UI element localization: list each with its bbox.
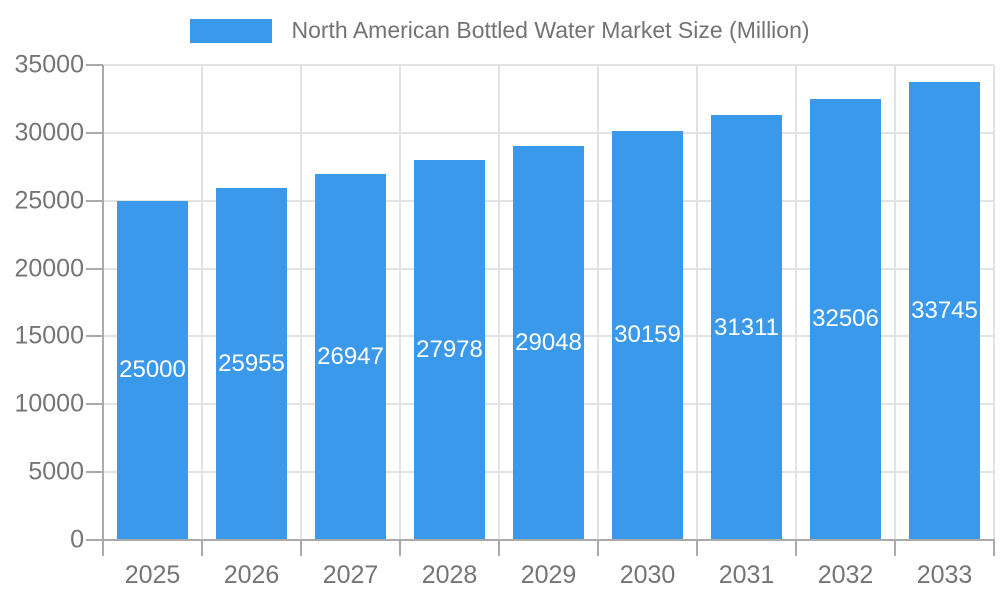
x-gridline [498, 65, 500, 540]
x-tick [201, 540, 203, 556]
x-axis-label: 2026 [223, 561, 280, 589]
y-tick [86, 64, 103, 66]
y-axis-label: 5000 [28, 457, 84, 486]
y-tick [86, 335, 103, 338]
y-axis-line [102, 65, 104, 540]
y-axis-label: 20000 [14, 254, 84, 283]
bar-value-label: 33745 [911, 297, 978, 325]
x-tick [795, 540, 797, 556]
bar[interactable] [216, 187, 287, 540]
bar-value-label: 25000 [119, 356, 186, 384]
x-axis-line [102, 539, 995, 541]
x-tick [498, 540, 500, 556]
bar-value-label: 27978 [416, 336, 483, 364]
y-tick [86, 267, 103, 270]
x-gridline [696, 65, 698, 540]
y-axis-label: 15000 [14, 321, 84, 350]
legend-label: North American Bottled Water Market Size… [291, 17, 810, 43]
x-gridline [399, 65, 401, 540]
x-axis-label: 2031 [718, 561, 775, 589]
y-gridline [103, 64, 994, 66]
bar[interactable] [315, 174, 386, 540]
x-axis-label: 2025 [124, 561, 181, 589]
bar[interactable] [117, 200, 188, 540]
x-gridline [894, 65, 896, 540]
x-gridline [993, 65, 995, 540]
bar-value-label: 30159 [614, 321, 681, 349]
y-axis-label: 25000 [14, 186, 84, 215]
y-axis-label: 30000 [14, 118, 84, 147]
x-axis-label: 2028 [421, 561, 478, 589]
bar[interactable] [810, 98, 881, 540]
x-axis-label: 2033 [916, 561, 973, 589]
x-tick [102, 540, 104, 556]
y-tick [86, 471, 103, 474]
y-tick [86, 131, 103, 134]
y-axis-label: 35000 [14, 50, 84, 79]
y-axis-label: 10000 [14, 389, 84, 418]
y-axis-label: 0 [70, 525, 84, 554]
x-tick [300, 540, 302, 556]
x-axis-label: 2032 [817, 561, 874, 589]
x-axis-label: 2030 [619, 561, 676, 589]
x-gridline [795, 65, 797, 540]
y-tick [86, 403, 103, 406]
bar-value-label: 25955 [218, 349, 285, 377]
bar-value-label: 26947 [317, 343, 384, 371]
x-gridline [201, 65, 203, 540]
x-gridline [597, 65, 599, 540]
bar[interactable] [513, 145, 584, 540]
legend-swatch-icon [190, 18, 273, 43]
bar[interactable] [711, 115, 782, 540]
x-axis-label: 2029 [520, 561, 577, 589]
y-tick [86, 199, 103, 202]
x-tick [696, 540, 698, 556]
bar[interactable] [909, 82, 980, 540]
x-tick [597, 540, 599, 556]
bar[interactable] [414, 160, 485, 540]
x-tick [399, 540, 401, 556]
legend[interactable]: North American Bottled Water Market Size… [0, 17, 1000, 44]
y-gridline [103, 131, 994, 134]
bar[interactable] [612, 130, 683, 540]
x-axis-label: 2027 [322, 561, 379, 589]
x-tick [993, 540, 995, 556]
bar-value-label: 29048 [515, 328, 582, 356]
bar-value-label: 32506 [812, 305, 879, 333]
x-gridline [300, 65, 302, 540]
x-tick [894, 540, 896, 556]
y-tick [86, 539, 103, 541]
bar-value-label: 31311 [714, 313, 779, 341]
